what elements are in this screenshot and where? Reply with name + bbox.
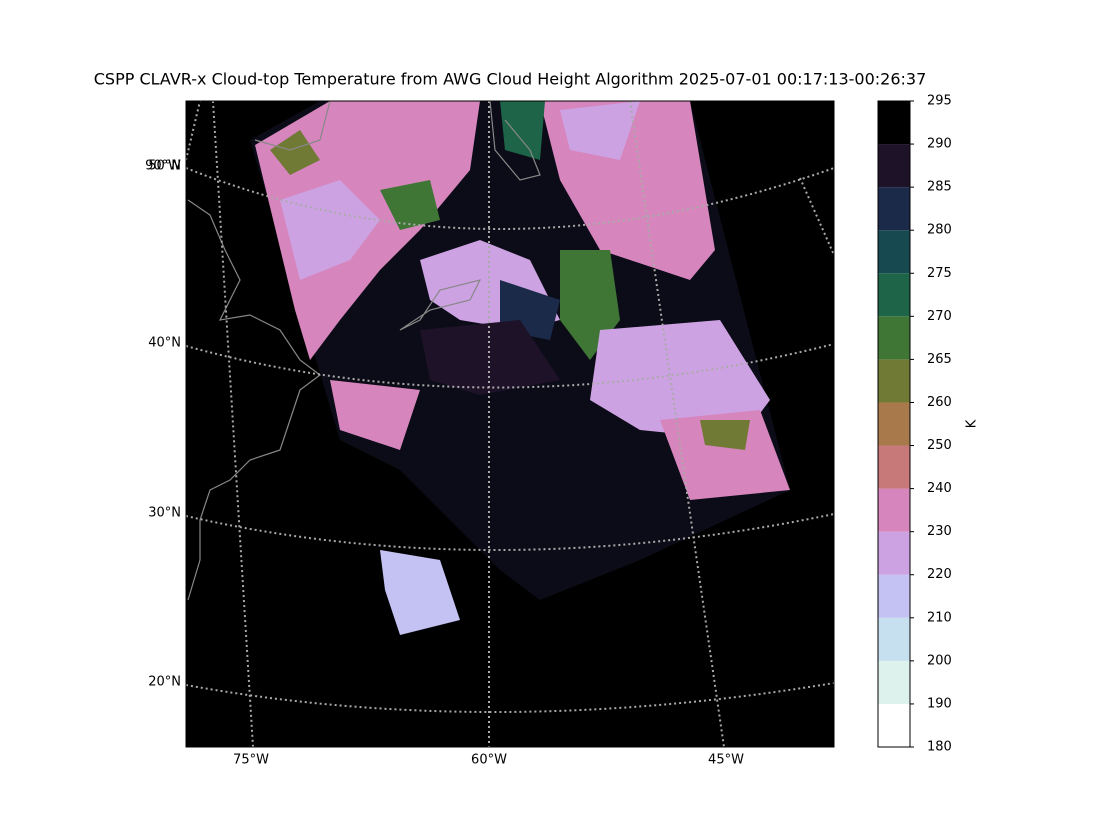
lat-label: 40°N	[148, 336, 181, 351]
coastline	[254, 101, 331, 151]
colorbar-bin	[878, 144, 910, 188]
colorbar-bin	[878, 187, 910, 231]
lon-label: 75°W	[233, 753, 269, 768]
colorbar-tick-label: 220	[927, 567, 952, 582]
colorbar-tick-label: 190	[927, 696, 952, 711]
map-frame	[185, 100, 835, 748]
colorbar-tick-label: 260	[927, 395, 952, 410]
colorbar-tick-label: 275	[927, 266, 952, 281]
lat-label: 50°N	[148, 159, 181, 174]
cloud	[560, 101, 640, 160]
cloud	[270, 130, 320, 175]
colorbar-bin	[878, 273, 910, 317]
lon-label: 45°W	[708, 753, 744, 768]
colorbar-tick-label: 295	[927, 94, 952, 109]
colorbar-label: K	[965, 419, 980, 428]
colorbar-bin	[878, 488, 910, 532]
colorbar-tick-label: 290	[927, 137, 952, 152]
lat-label: 30°N	[148, 506, 181, 521]
lat-label: 20°N	[148, 675, 181, 690]
graticule	[186, 101, 201, 161]
coastline	[187, 199, 321, 601]
colorbar-bin	[878, 402, 910, 446]
colorbar-bin	[878, 101, 910, 145]
colorbar-tick-label: 270	[927, 309, 952, 324]
cloud	[500, 101, 545, 160]
colorbar-tick-label: 280	[927, 223, 952, 238]
colorbar-bin	[878, 316, 910, 360]
colorbar-tick-label: 285	[927, 180, 952, 195]
colorbar-bin	[878, 359, 910, 403]
map	[185, 100, 835, 748]
coastline	[399, 279, 482, 331]
colorbar: 180 190 200 210 220 230 240 250 260 265 270 275 280 2…	[877, 94, 952, 755]
colorbar-tick-label: 200	[927, 653, 952, 668]
coastline	[489, 101, 541, 181]
graticule	[186, 167, 834, 230]
cloud	[660, 410, 790, 500]
graticule	[186, 513, 834, 551]
cloud	[700, 420, 750, 450]
cloud	[380, 180, 440, 230]
cloud	[380, 550, 460, 635]
colorbar-bin	[878, 617, 910, 661]
imagery	[186, 101, 834, 747]
colorbar-frame	[877, 100, 911, 748]
graticule	[799, 177, 834, 256]
colorbar-bin	[878, 445, 910, 489]
graticule	[186, 343, 834, 389]
colorbar-tick-label: 180	[927, 740, 952, 755]
colorbar-bin	[878, 230, 910, 274]
colorbar-bin	[878, 703, 910, 747]
graticule	[629, 101, 725, 747]
cloud	[280, 180, 380, 280]
colorbar-bin	[878, 660, 910, 704]
cloud	[590, 320, 770, 440]
colorbar-tick-label: 265	[927, 352, 952, 367]
colorbar-bin	[878, 574, 910, 618]
map-title: CSPP CLAVR-x Cloud-top Temperature from …	[94, 70, 927, 89]
colorbar-tick-label: 230	[927, 524, 952, 539]
graticule	[186, 682, 834, 713]
lon-label: 60°W	[471, 753, 507, 768]
colorbar-tick-label: 240	[927, 481, 952, 496]
colorbar-tick-label: 250	[927, 438, 952, 453]
colorbar-bin	[878, 531, 910, 575]
cloud	[330, 380, 420, 450]
colorbar-tick-label: 210	[927, 610, 952, 625]
lon-label: 90°W	[145, 159, 181, 174]
